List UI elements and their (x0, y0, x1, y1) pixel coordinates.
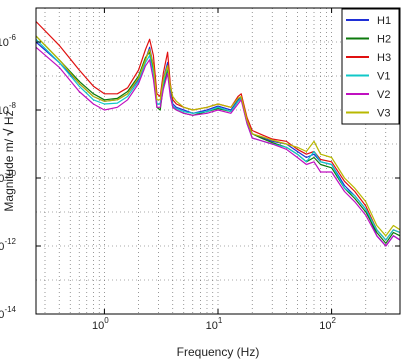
legend-label-h2: H2 (377, 34, 391, 46)
svg-text:Magnitude m/ √: Magnitude m/ √ Hz (1, 110, 16, 211)
legend-label-v1: V1 (377, 71, 390, 83)
x-tick-label: 101 (206, 316, 223, 332)
legend-label-h1: H1 (377, 15, 391, 27)
x-tick-labels: 100 101 102 (92, 316, 336, 332)
y-axis-label-unit: Hz (2, 110, 16, 125)
legend-label-h3: H3 (377, 52, 391, 64)
legend-label-v3: V3 (377, 108, 390, 120)
y-tick-label: 10-10 (0, 169, 17, 185)
legend: H1 H2 H3 V1 V2 V3 (341, 8, 400, 125)
series-layer (35, 21, 401, 247)
y-axis-label-text: Magnitude m/ (2, 138, 16, 211)
y-tick-labels: 10-14 10-12 10-10 10-8 10-6 (0, 33, 17, 321)
legend-label-v2: V2 (377, 89, 390, 101)
series-line-v3 (35, 35, 401, 237)
y-axis-label: Magnitude m/ √ Hz (1, 110, 16, 211)
series-line-h2 (35, 35, 401, 244)
y-tick-label: 10-12 (0, 237, 17, 253)
y-tick-label: 10-6 (0, 33, 17, 49)
x-tick-label: 102 (319, 316, 336, 332)
y-tick-label: 10-14 (0, 305, 17, 321)
y-tick-label: 10-8 (0, 101, 17, 117)
series-line-v1 (35, 38, 401, 241)
sqrt-symbol: √ (1, 128, 16, 136)
x-axis-label: Frequency (Hz) (177, 345, 260, 359)
x-tick-label: 100 (92, 316, 109, 332)
series-line-v2 (35, 46, 401, 247)
legend-box (341, 8, 400, 125)
